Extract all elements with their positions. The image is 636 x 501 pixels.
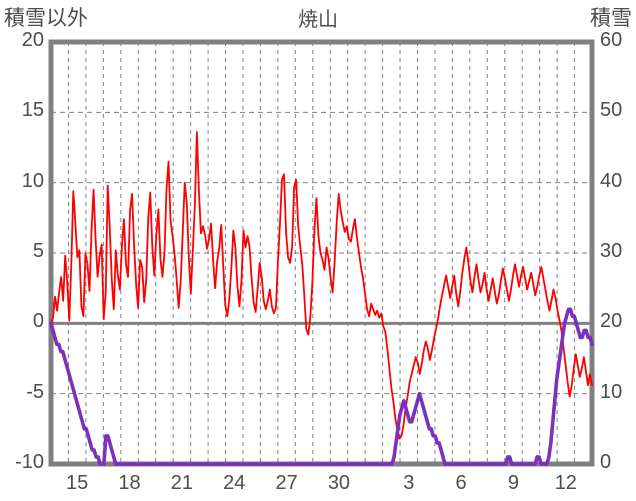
right-axis-tick: 50 <box>600 99 623 122</box>
left-axis-tick: 0 <box>32 310 44 333</box>
left-axis-tick: 10 <box>21 169 44 192</box>
right-axis-title: 積雪 <box>590 7 632 30</box>
gridlines <box>51 42 592 464</box>
left-axis-tick: -5 <box>26 380 44 403</box>
x-axis-tick: 9 <box>507 472 520 494</box>
x-axis-tick: 18 <box>118 472 141 494</box>
right-axis-tick: 20 <box>600 310 623 333</box>
x-axis-tick: 21 <box>170 472 193 494</box>
left-axis-tick: 20 <box>21 29 44 51</box>
left-axis-tick: 15 <box>21 99 44 122</box>
right-axis-tick: 0 <box>600 451 612 473</box>
x-axis-tick: 6 <box>455 472 467 494</box>
chart-title: 焼山 <box>298 9 338 31</box>
left-axis-title: 積雪以外 <box>4 7 88 30</box>
right-axis-tick: 40 <box>600 169 623 192</box>
x-axis-tick: 24 <box>223 472 246 494</box>
right-axis-tick: 60 <box>600 29 623 51</box>
x-axis-tick: 27 <box>275 472 298 494</box>
right-axis-tick: 30 <box>600 240 623 262</box>
left-axis-tick: 5 <box>32 240 44 262</box>
x-axis-tick: 15 <box>66 472 89 494</box>
left-axis-tick: -10 <box>15 451 44 473</box>
x-axis-tick: 30 <box>327 472 351 494</box>
right-axis-tick: 10 <box>600 380 623 403</box>
x-axis-tick: 12 <box>554 472 577 494</box>
x-axis-tick: 3 <box>403 472 415 494</box>
data-series <box>49 131 594 466</box>
